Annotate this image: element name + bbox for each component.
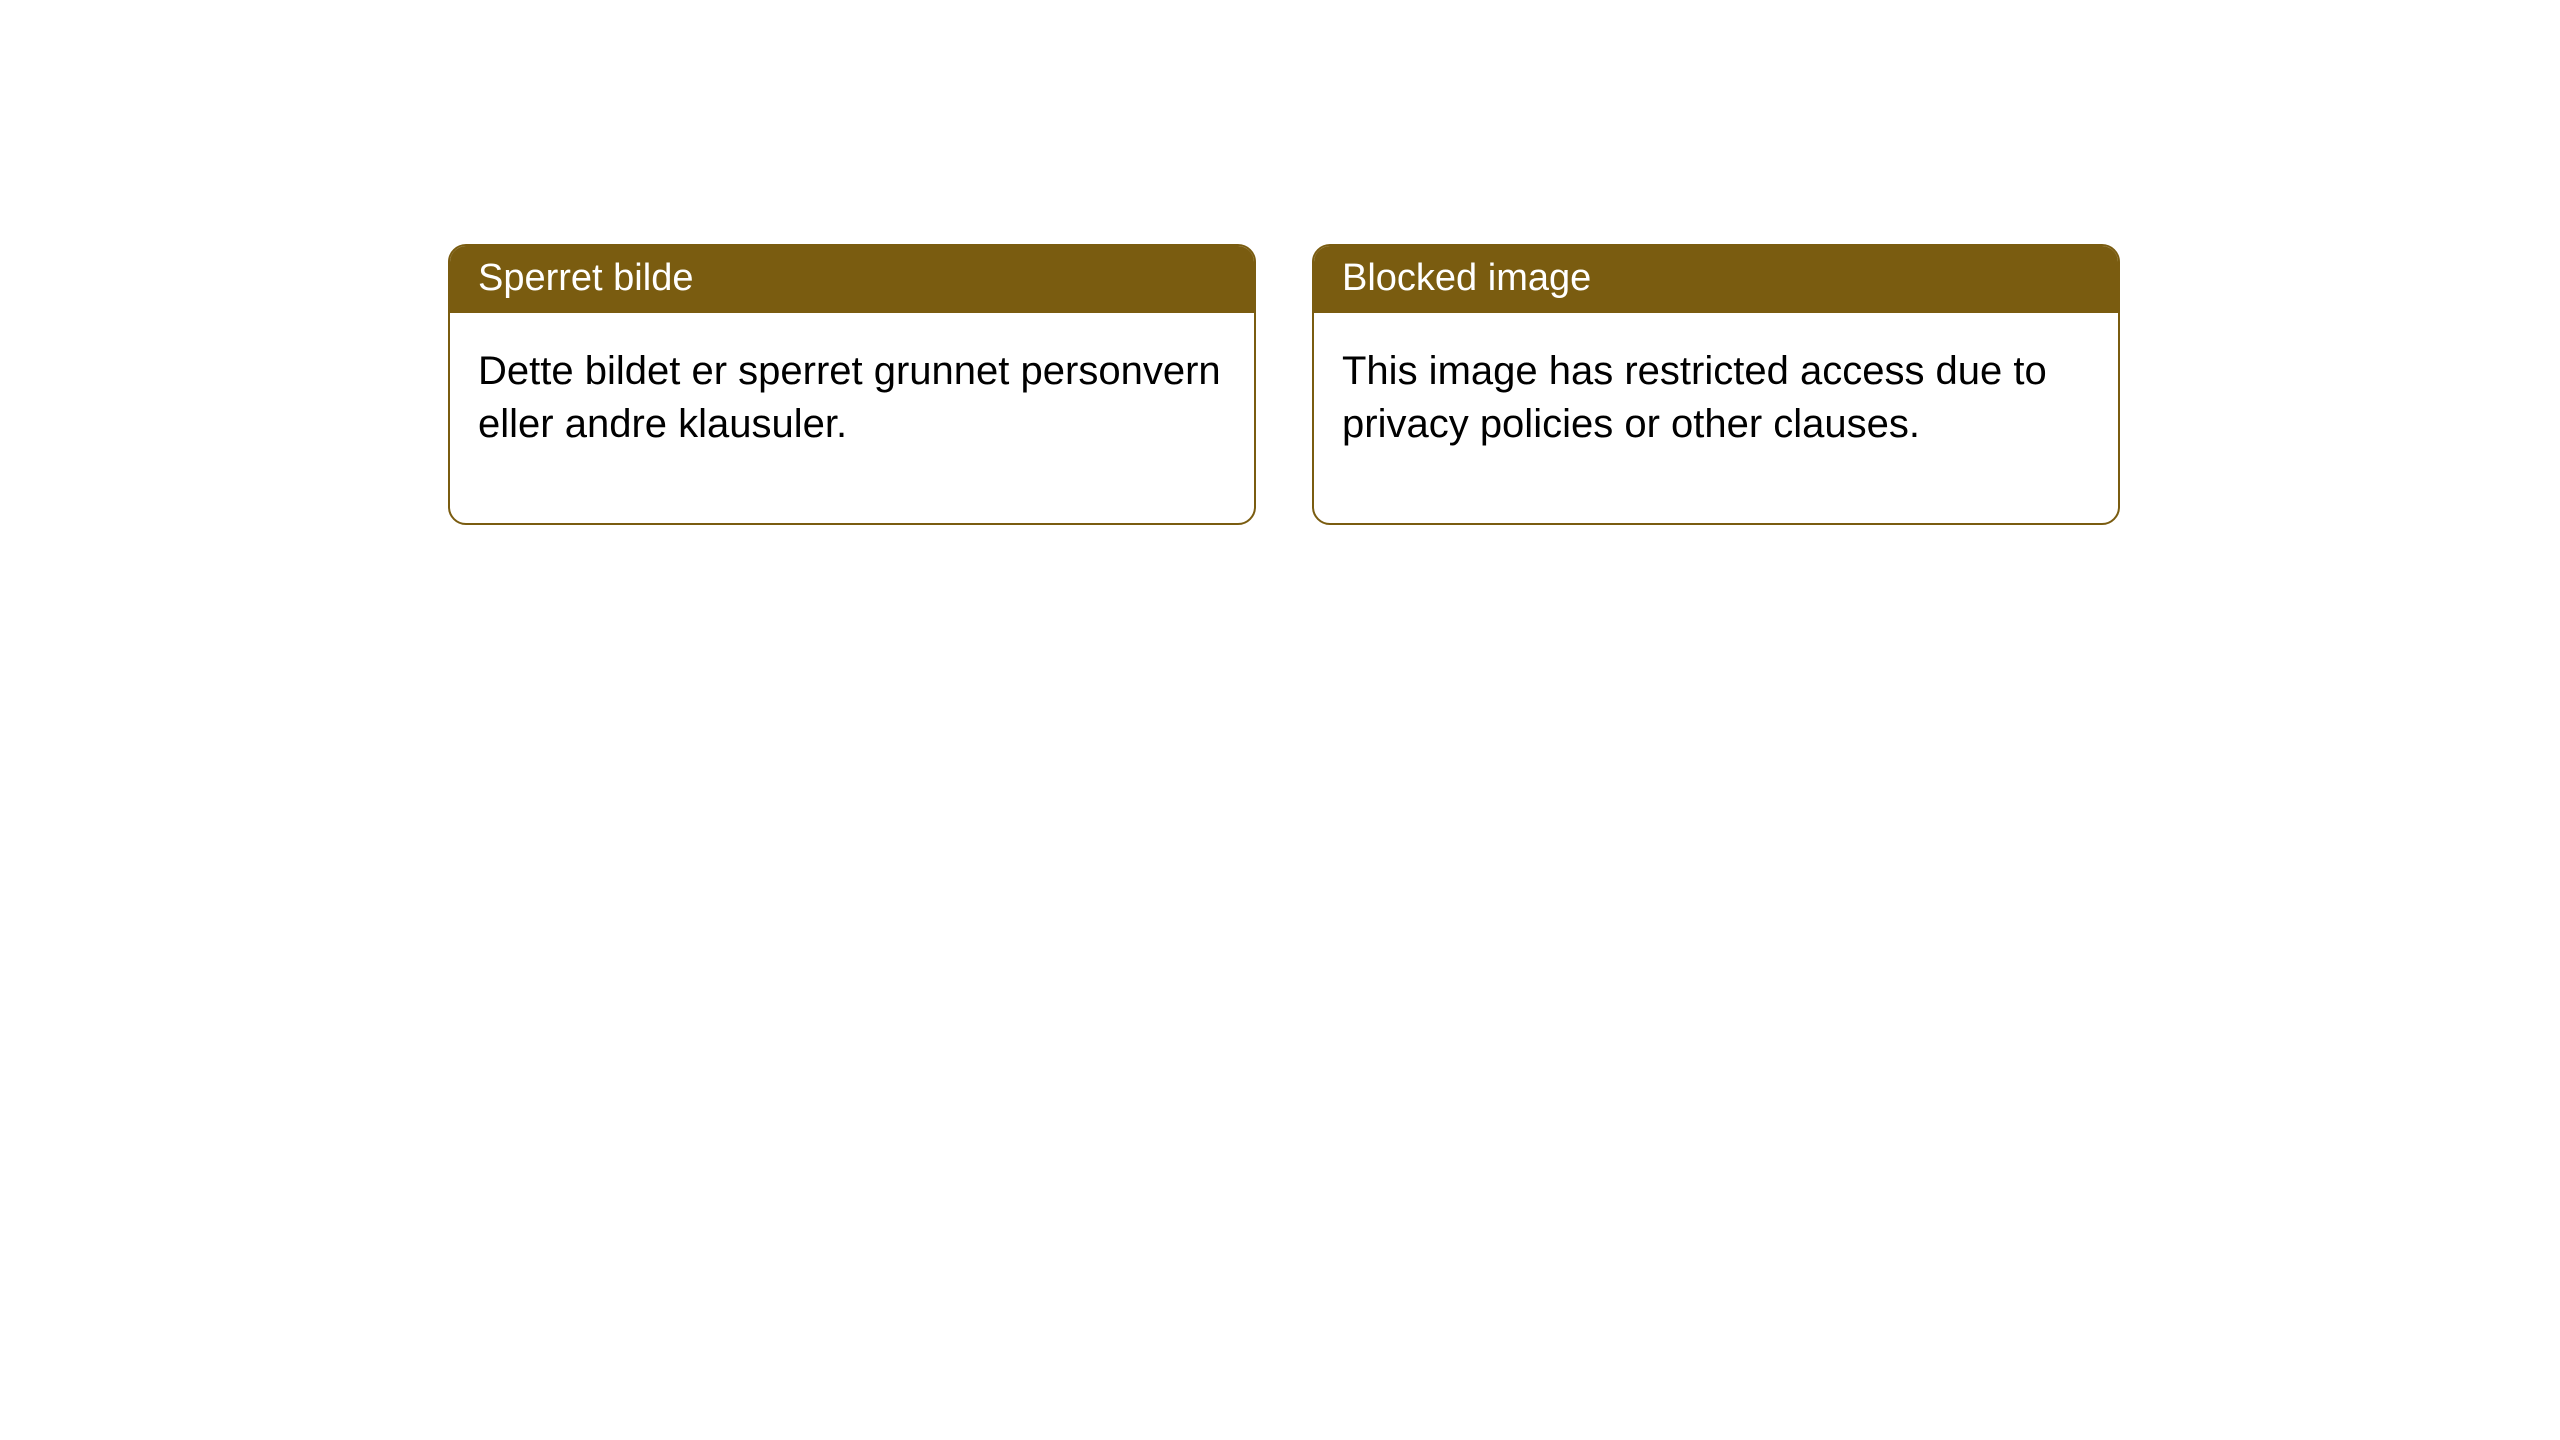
notice-title-norwegian: Sperret bilde: [450, 246, 1254, 313]
notice-container: Sperret bilde Dette bildet er sperret gr…: [0, 0, 2560, 525]
notice-box-norwegian: Sperret bilde Dette bildet er sperret gr…: [448, 244, 1256, 525]
notice-box-english: Blocked image This image has restricted …: [1312, 244, 2120, 525]
notice-body-norwegian: Dette bildet er sperret grunnet personve…: [450, 313, 1254, 523]
notice-body-english: This image has restricted access due to …: [1314, 313, 2118, 523]
notice-title-english: Blocked image: [1314, 246, 2118, 313]
